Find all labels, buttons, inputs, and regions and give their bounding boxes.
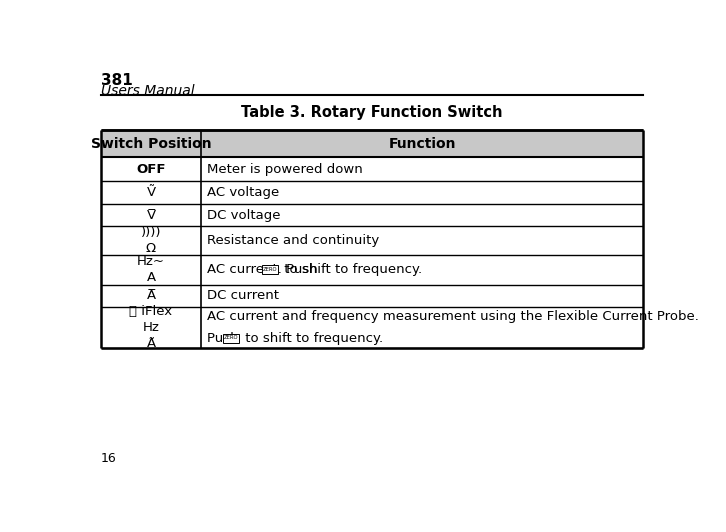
Text: to shift to frequency.: to shift to frequency. [241, 332, 383, 345]
Text: 16: 16 [101, 452, 117, 466]
Text: Table 3. Rotary Function Switch: Table 3. Rotary Function Switch [241, 105, 503, 120]
Text: Meter is powered down: Meter is powered down [207, 163, 362, 176]
Bar [101, 204, 643, 227]
Bar [201, 130, 643, 157]
Bar [101, 130, 201, 157]
Text: Function: Function [388, 137, 456, 151]
Bar [101, 285, 643, 307]
Text: AC voltage: AC voltage [207, 186, 279, 199]
Text: Ṽ: Ṽ [147, 186, 155, 199]
Text: Resistance and continuity: Resistance and continuity [207, 234, 379, 247]
Bar [101, 181, 643, 204]
Bar [262, 265, 278, 275]
Text: V̅: V̅ [147, 209, 155, 222]
Text: DC voltage: DC voltage [207, 209, 280, 222]
Bar [101, 307, 643, 348]
Text: Hz~
A: Hz~ A [137, 255, 165, 285]
Text: Switch Position: Switch Position [91, 137, 211, 151]
Text: 381: 381 [101, 73, 133, 88]
Text: Push: Push [207, 332, 242, 345]
Text: Users Manual: Users Manual [101, 84, 195, 97]
Bar [101, 227, 643, 255]
Text: ))))
Ω: )))) Ω [141, 226, 161, 255]
Bar [223, 334, 239, 343]
Bar [101, 157, 643, 181]
Text: to shift to frequency.: to shift to frequency. [280, 263, 423, 277]
Text: AC current. Push: AC current. Push [207, 263, 322, 277]
Text: DC current: DC current [207, 289, 279, 302]
Bar [101, 255, 643, 285]
Text: ⓘ iFlex
Hz
Ã: ⓘ iFlex Hz Ã [129, 305, 173, 350]
Text: ZERO: ZERO [263, 267, 277, 272]
Text: OFF: OFF [136, 163, 166, 176]
Text: A̅: A̅ [147, 289, 155, 302]
Text: ZERO: ZERO [224, 335, 238, 340]
Text: AC current and frequency measurement using the Flexible Current Probe.: AC current and frequency measurement usi… [207, 311, 698, 323]
